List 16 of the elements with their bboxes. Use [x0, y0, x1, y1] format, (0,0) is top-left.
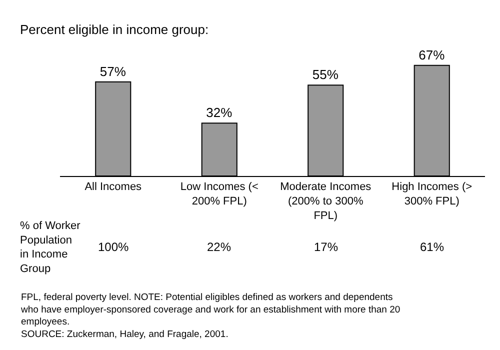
text: 17% [314, 240, 338, 254]
text: 22% [207, 240, 232, 254]
text: FPL, federal poverty level. NOTE: Potential eligibles defined as workers and dependents who have employer-sponsored coverage and work for an establishment with more than 20 employees. [20, 292, 400, 328]
source-note: SOURCE: Zuckerman, Haley, and Fragale, 2001. [21, 329, 228, 340]
x-tick-label: All Incomes [84, 181, 142, 194]
text: 100% [98, 240, 130, 254]
x-tick-label: Moderate Incomes (200% to 300% FPL) [280, 181, 372, 222]
text: 61% [420, 240, 444, 254]
x-tick-label: Low Incomes (< 200% FPL) [180, 181, 258, 208]
data-label: 67% [418, 47, 446, 62]
data-label: 57% [100, 64, 126, 79]
x-tick-label: High Incomes (> 300% FPL) [392, 181, 472, 208]
data-label: 55% [312, 67, 339, 82]
data-label: 32% [206, 105, 233, 120]
chart-subtitle: Percent eligible in income group: [20, 22, 209, 37]
text: % of Worker Population in Income Group [20, 220, 81, 275]
